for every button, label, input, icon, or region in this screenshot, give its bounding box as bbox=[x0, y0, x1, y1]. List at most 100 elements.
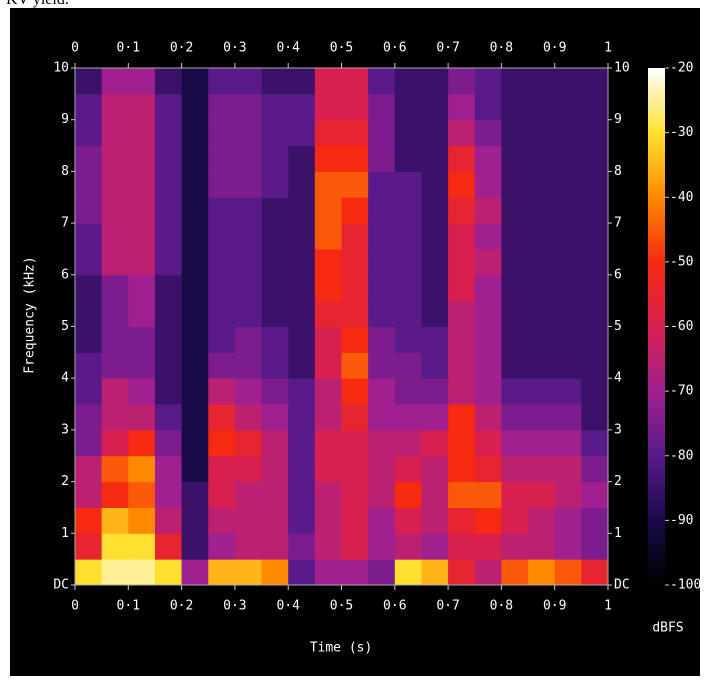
heat-cell bbox=[528, 145, 556, 172]
heat-cell bbox=[208, 171, 236, 198]
heat-cell bbox=[261, 68, 289, 95]
heat-cell bbox=[528, 533, 556, 560]
heat-cell bbox=[554, 507, 582, 534]
x-tick-label: 0·9 bbox=[543, 41, 566, 56]
heat-cell bbox=[208, 145, 236, 172]
heat-cell bbox=[314, 68, 342, 95]
heat-cell bbox=[234, 429, 263, 457]
heat-cell bbox=[341, 93, 369, 121]
heat-cell bbox=[501, 455, 529, 483]
heat-cell bbox=[101, 533, 129, 560]
heat-cell bbox=[421, 68, 449, 95]
heat-cell bbox=[528, 378, 556, 405]
heat-cell bbox=[234, 455, 263, 483]
y-tick-label: 7 bbox=[614, 216, 622, 231]
heat-cell bbox=[234, 378, 263, 405]
heat-cell bbox=[314, 119, 342, 147]
heat-cell bbox=[75, 197, 103, 224]
heat-cell bbox=[554, 481, 582, 508]
heat-cell bbox=[501, 326, 529, 353]
x-tick-label: 0·6 bbox=[383, 599, 406, 614]
heat-cell bbox=[554, 559, 582, 586]
heat-cell bbox=[474, 197, 502, 224]
heat-cell bbox=[554, 326, 582, 353]
heat-cell bbox=[181, 481, 209, 508]
heat-cell bbox=[474, 559, 502, 586]
heat-cell bbox=[128, 171, 156, 198]
heat-cell bbox=[234, 326, 263, 353]
colorbar-tick-label: -70 bbox=[670, 384, 693, 399]
heat-cell bbox=[261, 378, 289, 405]
heat-cell bbox=[261, 455, 289, 483]
heat-cell bbox=[554, 455, 582, 483]
y-tick-label: 1 bbox=[614, 526, 622, 541]
heat-cell bbox=[368, 68, 396, 95]
heat-cell bbox=[261, 223, 289, 250]
heat-cell bbox=[528, 119, 556, 147]
heat-cell bbox=[368, 326, 396, 353]
heat-cell bbox=[181, 404, 209, 431]
heat-cell bbox=[208, 326, 236, 353]
heat-cell bbox=[181, 223, 209, 250]
x-tick-label: 0·1 bbox=[117, 41, 140, 56]
heat-cell bbox=[581, 145, 609, 172]
heat-cell bbox=[128, 481, 156, 508]
heat-cell bbox=[528, 326, 556, 353]
heat-cell bbox=[501, 404, 529, 431]
heat-cell bbox=[261, 197, 289, 224]
heat-cell bbox=[554, 248, 582, 276]
heat-cell bbox=[101, 248, 129, 276]
heat-cell bbox=[474, 378, 502, 405]
heat-cell bbox=[288, 404, 316, 431]
heat-cell bbox=[394, 68, 422, 95]
heat-cell bbox=[341, 559, 369, 586]
heat-cell bbox=[75, 352, 103, 379]
heat-cell bbox=[474, 119, 502, 147]
x-tick-label: 1 bbox=[604, 599, 612, 614]
heat-cell bbox=[448, 326, 476, 353]
heat-cell bbox=[154, 455, 183, 483]
heat-cell bbox=[528, 404, 556, 431]
heat-cell bbox=[75, 378, 103, 405]
heat-cell bbox=[154, 404, 183, 431]
heat-cell bbox=[554, 300, 582, 327]
heat-cell bbox=[128, 559, 156, 586]
heat-cell bbox=[208, 507, 236, 534]
heat-cell bbox=[528, 507, 556, 534]
heat-cell bbox=[288, 429, 316, 457]
x-tick-label: 0·9 bbox=[543, 599, 566, 614]
heat-cell bbox=[448, 248, 476, 276]
heat-cell bbox=[394, 429, 422, 457]
heat-cell bbox=[394, 404, 422, 431]
heat-cell bbox=[368, 145, 396, 172]
heat-cell bbox=[368, 378, 396, 405]
heat-cell bbox=[261, 145, 289, 172]
heat-cell bbox=[368, 93, 396, 121]
heat-cell bbox=[528, 455, 556, 483]
heat-cell bbox=[394, 223, 422, 250]
heat-cell bbox=[474, 507, 502, 534]
heat-cell bbox=[181, 507, 209, 534]
heat-cell bbox=[421, 559, 449, 586]
heat-cell bbox=[528, 352, 556, 379]
heat-cell bbox=[394, 378, 422, 405]
heat-cell bbox=[208, 68, 236, 95]
heat-cell bbox=[368, 559, 396, 586]
heat-cell bbox=[181, 93, 209, 121]
heat-cell bbox=[181, 559, 209, 586]
heat-cell bbox=[75, 119, 103, 147]
heat-cell bbox=[75, 404, 103, 431]
heat-cell bbox=[261, 352, 289, 379]
y-tick-label: 2 bbox=[614, 474, 622, 489]
heat-cell bbox=[501, 93, 529, 121]
heat-cell bbox=[261, 119, 289, 147]
heat-cell bbox=[501, 274, 529, 302]
heat-cell bbox=[288, 300, 316, 327]
colorbar-tick-label: -20 bbox=[670, 61, 693, 76]
heat-cell bbox=[128, 300, 156, 327]
heat-cell bbox=[368, 119, 396, 147]
heat-cell bbox=[75, 223, 103, 250]
heat-cell bbox=[128, 274, 156, 302]
heat-cell bbox=[448, 429, 476, 457]
heat-cell bbox=[448, 378, 476, 405]
